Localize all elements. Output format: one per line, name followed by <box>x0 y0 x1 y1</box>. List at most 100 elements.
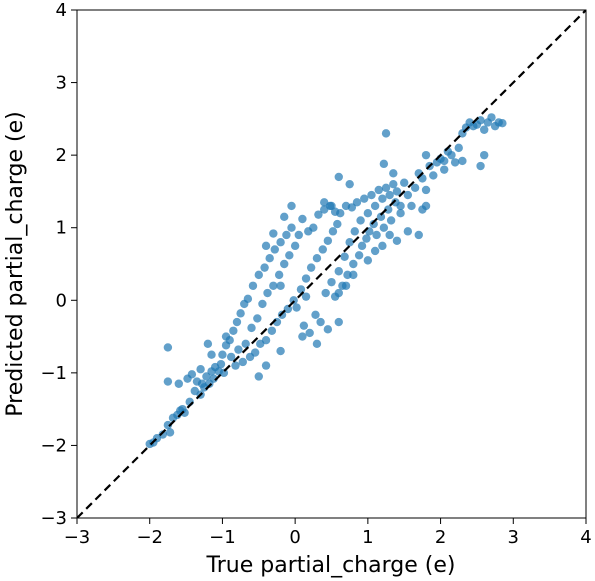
scatter-point <box>274 270 284 280</box>
scatter-point <box>197 379 207 388</box>
scatter-point <box>165 428 175 437</box>
x-axis-ticks: −3 −2 −1 0 1 2 3 4 <box>64 518 592 548</box>
scatter-point <box>386 216 396 225</box>
scatter-point <box>269 229 278 238</box>
scatter-point <box>343 270 352 280</box>
scatter-point <box>407 201 416 211</box>
scatter-point <box>253 314 262 323</box>
scatter-point <box>487 113 496 122</box>
scatter-point <box>349 259 358 269</box>
scatter-point <box>174 379 183 388</box>
scatter-point <box>196 365 205 374</box>
scatter-point <box>158 430 168 439</box>
scatter-point <box>392 236 402 245</box>
scatter-point <box>314 210 323 219</box>
scatter-point <box>285 251 294 260</box>
scatter-point <box>392 187 402 196</box>
scatter-point <box>340 252 349 261</box>
scatter-point <box>280 259 289 269</box>
y-tick-label: 1 <box>56 218 67 239</box>
scatter-point <box>226 352 236 362</box>
scatter-point <box>429 171 438 180</box>
scatter-point <box>221 332 231 341</box>
y-tick-label: −2 <box>40 435 67 456</box>
scatter-point <box>207 350 216 359</box>
scatter-point <box>328 227 338 236</box>
scatter-point <box>263 288 272 298</box>
scatter-point <box>301 274 311 283</box>
scatter-point <box>247 323 256 333</box>
scatter-point <box>345 238 354 247</box>
scatter-point <box>276 346 285 356</box>
scatter-point <box>421 185 431 195</box>
scatter-point <box>301 292 311 301</box>
scatter-point <box>410 183 420 192</box>
y-tick-label: −1 <box>40 363 67 384</box>
y-tick-label: 0 <box>56 290 67 311</box>
scatter-point <box>385 190 394 200</box>
scatter-point <box>363 256 373 265</box>
scatter-point <box>362 234 371 243</box>
scatter-point <box>379 159 389 169</box>
scatter-point <box>352 198 362 207</box>
scatter-point <box>347 203 357 212</box>
scatter-point <box>323 236 333 245</box>
scatter-point <box>163 377 173 386</box>
scatter-point <box>354 251 364 260</box>
scatter-point <box>203 339 213 349</box>
scatter-points <box>145 113 507 449</box>
scatter-point <box>261 241 271 251</box>
scatter-point <box>250 348 260 357</box>
x-tick-label: 0 <box>289 527 300 548</box>
scatter-point <box>232 317 242 327</box>
y-axis-ticks: −3 −2 −1 0 1 2 3 4 <box>40 0 77 529</box>
scatter-point <box>385 230 394 240</box>
scatter-point <box>454 143 463 153</box>
x-tick-label: 4 <box>580 527 591 548</box>
scatter-point <box>305 328 314 338</box>
y-tick-label: −3 <box>40 508 67 529</box>
scatter-point <box>238 357 247 367</box>
scatter-point <box>261 361 271 370</box>
x-tick-label: 2 <box>435 527 446 548</box>
scatter-point <box>350 227 359 236</box>
scatter-point <box>357 241 367 251</box>
scatter-point <box>379 223 389 232</box>
scatter-point <box>287 223 296 232</box>
scatter-point <box>396 209 405 218</box>
scatter-point <box>276 281 285 290</box>
scatter-point <box>236 309 245 318</box>
scatter-point <box>276 238 285 247</box>
scatter-point <box>163 343 173 352</box>
scatter-point <box>269 281 278 290</box>
scatter-point <box>327 277 336 287</box>
scatter-point <box>298 332 307 341</box>
scatter-point <box>389 179 398 189</box>
y-tick-label: 2 <box>56 145 67 166</box>
y-tick-label: 3 <box>56 73 67 94</box>
scatter-point <box>341 281 351 290</box>
scatter-point <box>296 285 306 294</box>
scatter-point <box>378 194 387 203</box>
scatter-point <box>381 183 391 192</box>
scatter-point <box>320 198 329 207</box>
scatter-point <box>370 246 380 256</box>
scatter-point <box>480 125 489 134</box>
scatter-point <box>270 245 279 254</box>
scatter-point <box>421 150 431 160</box>
scatter-point <box>163 420 173 430</box>
x-tick-label: 3 <box>508 527 519 548</box>
x-tick-label: −3 <box>64 527 91 548</box>
scatter-point <box>282 230 291 240</box>
scatter-point <box>389 169 398 178</box>
scatter-point <box>178 404 187 414</box>
scatter-point <box>360 194 369 203</box>
scatter-point <box>450 158 460 167</box>
scatter-point <box>231 361 240 370</box>
scatter-point <box>334 317 343 327</box>
scatter-point <box>378 241 387 251</box>
scatter-point <box>202 372 211 381</box>
scatter-point <box>458 156 467 166</box>
scatter-point <box>334 172 343 182</box>
